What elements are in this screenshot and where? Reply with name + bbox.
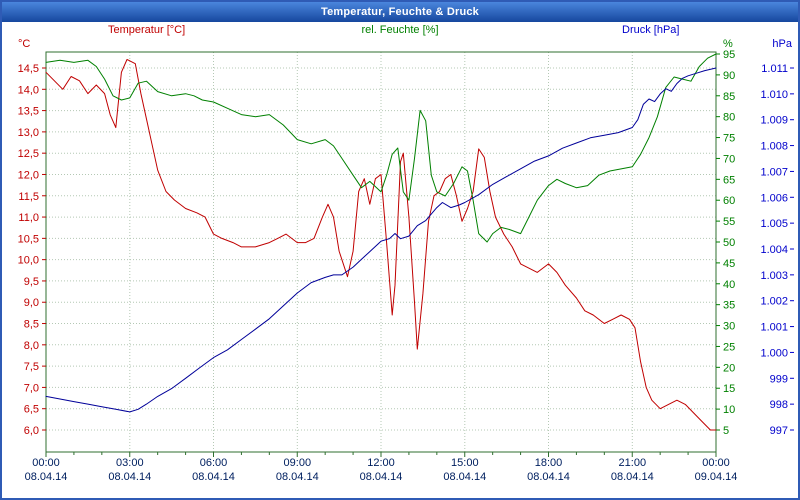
- svg-text:13,0: 13,0: [18, 127, 39, 139]
- svg-text:65: 65: [723, 174, 735, 186]
- y-axis-humidity: 95 90 85 80 75 70 65 60 55 50 45 40 35 30 25 20 15 10 5: [716, 49, 735, 437]
- x-axis: 00:00 08.04.14 03:00 08.04.14 06:00 08.04.14 0…: [25, 452, 738, 483]
- svg-text:7,0: 7,0: [24, 382, 39, 394]
- humidity-series-line: [45, 53, 717, 243]
- svg-text:1.003: 1.003: [760, 270, 788, 282]
- x-tick-time: 18:00: [535, 457, 563, 469]
- svg-text:10,5: 10,5: [18, 233, 39, 245]
- svg-text:55: 55: [723, 216, 735, 228]
- svg-text:35: 35: [723, 300, 735, 312]
- svg-text:8,5: 8,5: [24, 319, 39, 331]
- svg-text:998: 998: [770, 399, 788, 411]
- svg-text:1.007: 1.007: [760, 166, 788, 178]
- chart-area: 14,5 14,0 13,5 13,0 12,5 12,0 11,5 11,0 10,5 10,0…: [2, 22, 798, 498]
- svg-text:50: 50: [723, 237, 735, 249]
- svg-text:1.010: 1.010: [760, 89, 788, 101]
- svg-text:1.008: 1.008: [760, 141, 788, 153]
- svg-text:12,0: 12,0: [18, 170, 39, 182]
- window-titlebar[interactable]: Temperatur, Feuchte & Druck: [2, 2, 798, 22]
- legend-temperature-label: Temperatur [°C]: [108, 24, 186, 36]
- svg-text:60: 60: [723, 195, 735, 207]
- svg-text:999: 999: [770, 373, 788, 385]
- x-tick-time: 12:00: [367, 457, 395, 469]
- svg-text:5: 5: [723, 425, 729, 437]
- svg-text:45: 45: [723, 258, 735, 270]
- svg-text:1.011: 1.011: [761, 63, 788, 75]
- weather-chart: 14,5 14,0 13,5 13,0 12,5 12,0 11,5 11,0 10,5 10,0…: [18, 49, 794, 483]
- x-tick-time: 21:00: [619, 457, 647, 469]
- x-tick-time: 09:00: [284, 457, 312, 469]
- svg-text:80: 80: [723, 112, 735, 124]
- svg-text:7,5: 7,5: [24, 361, 39, 373]
- svg-text:20: 20: [723, 362, 735, 374]
- x-tick-date: 08.04.14: [443, 471, 486, 483]
- svg-text:1.001: 1.001: [760, 322, 788, 334]
- svg-text:13,5: 13,5: [18, 106, 39, 118]
- svg-text:1.000: 1.000: [760, 347, 788, 359]
- svg-text:1.004: 1.004: [760, 244, 788, 256]
- svg-text:1.006: 1.006: [760, 192, 788, 204]
- window-title: Temperatur, Feuchte & Druck: [320, 6, 479, 18]
- legend-humidity-label: rel. Feuchte [%]: [361, 24, 439, 36]
- svg-text:14,0: 14,0: [18, 84, 39, 96]
- svg-text:95: 95: [723, 49, 735, 61]
- y-axis-pressure: 1.011 1.010 1.009 1.008 1.007 1.006 1.005 1.004…: [760, 63, 794, 437]
- right-axis-unit-label: %: [723, 38, 733, 50]
- svg-text:30: 30: [723, 321, 735, 333]
- x-tick-date: 09.04.14: [695, 471, 738, 483]
- temperature-series-line: [45, 59, 717, 431]
- svg-text:14,5: 14,5: [18, 63, 39, 75]
- svg-text:10: 10: [723, 404, 735, 416]
- svg-text:9,0: 9,0: [24, 297, 39, 309]
- svg-text:8,0: 8,0: [24, 340, 39, 352]
- svg-text:25: 25: [723, 341, 735, 353]
- svg-text:85: 85: [723, 91, 735, 103]
- y-axis-temperature: 14,5 14,0 13,5 13,0 12,5 12,0 11,5 11,0 10,5 10,0…: [18, 63, 46, 437]
- x-tick-date: 08.04.14: [25, 471, 68, 483]
- svg-text:12,5: 12,5: [18, 148, 39, 160]
- x-tick-time: 15:00: [451, 457, 479, 469]
- svg-text:90: 90: [723, 70, 735, 82]
- svg-text:75: 75: [723, 133, 735, 145]
- svg-text:1.005: 1.005: [760, 218, 788, 230]
- svg-text:9,5: 9,5: [24, 276, 39, 288]
- far-right-axis-unit-label: hPa: [772, 38, 792, 50]
- svg-text:70: 70: [723, 153, 735, 165]
- x-tick-date: 08.04.14: [360, 471, 403, 483]
- x-tick-date: 08.04.14: [276, 471, 319, 483]
- svg-text:6,0: 6,0: [24, 425, 39, 437]
- svg-text:15: 15: [723, 383, 735, 395]
- x-tick-date: 08.04.14: [527, 471, 570, 483]
- left-axis-unit-label: °C: [18, 38, 31, 50]
- svg-text:1.002: 1.002: [760, 296, 788, 308]
- x-tick-time: 03:00: [116, 457, 144, 469]
- x-tick-date: 08.04.14: [108, 471, 151, 483]
- svg-text:1.009: 1.009: [760, 115, 788, 127]
- svg-text:11,5: 11,5: [18, 191, 39, 203]
- x-tick-time: 06:00: [200, 457, 228, 469]
- legend-pressure-label: Druck [hPa]: [622, 24, 680, 36]
- svg-text:11,0: 11,0: [18, 212, 39, 224]
- x-tick-time: 00:00: [32, 457, 60, 469]
- gridlines: [46, 52, 716, 452]
- x-tick-time: 00:00: [702, 457, 730, 469]
- x-tick-date: 08.04.14: [192, 471, 235, 483]
- x-tick-date: 08.04.14: [611, 471, 654, 483]
- svg-text:997: 997: [770, 425, 788, 437]
- pressure-series-line: [45, 67, 717, 413]
- svg-text:10,0: 10,0: [18, 255, 39, 267]
- svg-text:40: 40: [723, 279, 735, 291]
- svg-text:6,5: 6,5: [24, 404, 39, 416]
